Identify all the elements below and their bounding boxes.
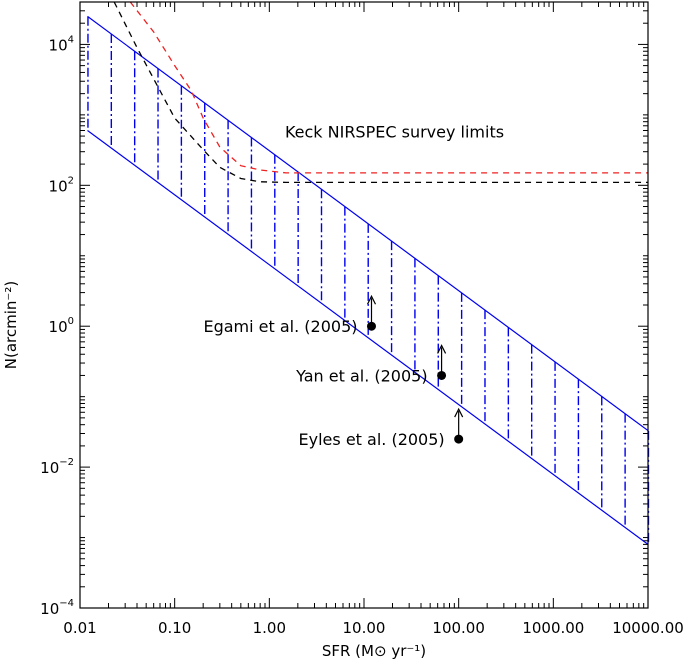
- data-point: [366, 321, 376, 331]
- survey-limit-curve-2: [113, 1, 648, 184]
- x-tick-label: 0.10: [158, 619, 191, 637]
- survey-limit-curve-1: [129, 1, 648, 174]
- band-upper-edge: [87, 15, 649, 432]
- x-tick-label: 100.00: [432, 619, 485, 637]
- y-tick-label: 10−4: [40, 598, 74, 618]
- points-layer: [366, 294, 464, 444]
- y-tick-label: 102: [49, 175, 74, 195]
- y-tick-label: 10−2: [40, 457, 74, 477]
- band-layer: [87, 15, 650, 545]
- x-axis-title: SFR (M⊙ yr⁻¹): [322, 642, 426, 660]
- axes-layer: [79, 1, 649, 609]
- x-tick-label: 10.00: [343, 619, 386, 637]
- y-tick-label: 100: [49, 316, 74, 336]
- band-lower-edge: [87, 130, 649, 545]
- lower-limit-arrow-head: [454, 407, 464, 418]
- plot-frame: [79, 1, 649, 609]
- data-point: [437, 370, 447, 380]
- x-tick-label: 10000.00: [612, 619, 684, 637]
- y-tick-label: 104: [49, 34, 74, 54]
- x-tick-label: 0.01: [63, 619, 96, 637]
- data-point-label: Yan et al. (2005): [295, 366, 427, 385]
- labels-layer: 0.01 0.10 1.00 10.00 100.00 1000.00 10000.00 10…: [2, 34, 684, 660]
- y-axis-title: N(arcmin⁻²): [2, 281, 20, 369]
- data-point: [454, 434, 464, 444]
- lower-limit-arrow-head: [437, 344, 447, 354]
- x-tick-label: 1000.00: [522, 619, 584, 637]
- data-point-label: Eyles et al. (2005): [299, 430, 445, 449]
- data-point-label: Egami et al. (2005): [203, 317, 357, 336]
- annotation-survey-limits: Keck NIRSPEC survey limits: [285, 122, 504, 141]
- lower-limit-arrow-head: [366, 294, 377, 305]
- series-layer: [113, 1, 648, 184]
- x-tick-label: 1.00: [253, 619, 286, 637]
